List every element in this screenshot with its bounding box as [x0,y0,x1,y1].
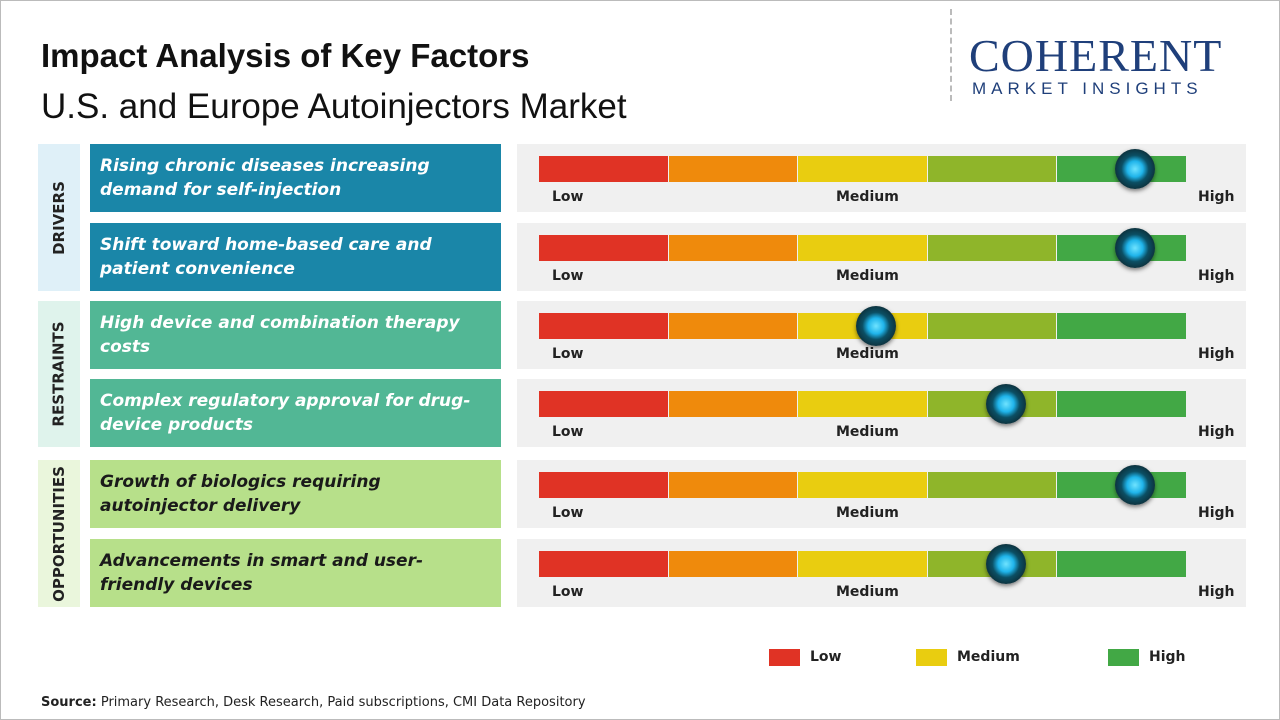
gauge-segment [798,391,927,417]
factor: Shift toward home-based care and patient… [90,223,501,291]
factor: Growth of biologics requiring autoinject… [90,460,501,528]
scale-low: Low [552,424,584,440]
group-label-box: DRIVERS [38,144,80,291]
impact-knob [1115,465,1156,505]
legend-swatch [769,649,800,666]
scale-high: High [1198,268,1235,284]
factor: Complex regulatory approval for drug-dev… [90,379,501,447]
legend-label: Low [810,649,842,665]
impact-knob [1115,149,1156,189]
scale-low: Low [552,268,584,284]
gauge-segment [539,235,668,261]
legend-swatch [916,649,947,666]
gauge-segment [798,551,927,577]
scale-low: Low [552,584,584,600]
gauge-segment [539,313,668,339]
scale-high: High [1198,424,1235,440]
scale-medium: Medium [836,424,899,440]
gauge-segment [798,235,927,261]
gauge-segment [539,551,668,577]
source-label: Source: [41,695,97,710]
gauge-segment [927,472,1057,498]
scale-high: High [1198,346,1235,362]
scale-high: High [1198,189,1235,205]
scale-medium: Medium [836,584,899,600]
factor: High device and combination therapy cost… [90,301,501,369]
gauge-segment [668,235,798,261]
gauge-segment [668,156,798,182]
gauge-segment [539,472,668,498]
subtitle: U.S. and Europe Autoinjectors Market [41,87,627,126]
impact-knob [985,544,1026,584]
gauge-segment [668,551,798,577]
scale-low: Low [552,505,584,521]
source-text: Primary Research, Desk Research, Paid su… [100,695,586,710]
gauge-segment [539,156,668,182]
gauge-segment [668,472,798,498]
logo-tagline: MARKET INSIGHTS [972,79,1203,98]
legend-swatch [1108,649,1139,666]
gauge-segment [668,313,798,339]
scale-medium: Medium [836,346,899,362]
factor: Rising chronic diseases increasing deman… [90,144,501,212]
group-label: DRIVERS [50,180,69,255]
scale-medium: Medium [836,505,899,521]
impact-knob [855,306,896,346]
scale-medium: Medium [836,268,899,284]
title: Impact Analysis of Key Factors [41,37,530,74]
factor: Advancements in smart and user-friendly … [90,539,501,607]
group-label: OPPORTUNITIES [50,465,68,602]
gauge-segment [1057,551,1186,577]
scale-low: Low [552,189,584,205]
impact-knob [1115,228,1156,268]
impact-knob [985,384,1026,424]
gauge-segment [798,472,927,498]
legend-label: High [1149,649,1186,665]
logo-name: COHERENT [969,30,1223,81]
gauge-segment [927,156,1057,182]
gauge-segment [539,391,668,417]
gauge-segment [798,156,927,182]
group-label-box: OPPORTUNITIES [38,460,80,607]
gauge-segment [927,235,1057,261]
legend-label: Medium [957,649,1020,665]
scale-low: Low [552,346,584,362]
group-label: RESTRAINTS [50,321,69,427]
scale-medium: Medium [836,189,899,205]
separator [950,9,952,101]
scale-high: High [1198,505,1235,521]
scale-high: High [1198,584,1235,600]
gauge-segment [668,391,798,417]
source: Source: Primary Research, Desk Research,… [41,695,586,710]
group-label-box: RESTRAINTS [38,301,80,447]
gauge-segment [1057,391,1186,417]
gauge-segment [1057,313,1186,339]
gauge-segment [927,313,1057,339]
